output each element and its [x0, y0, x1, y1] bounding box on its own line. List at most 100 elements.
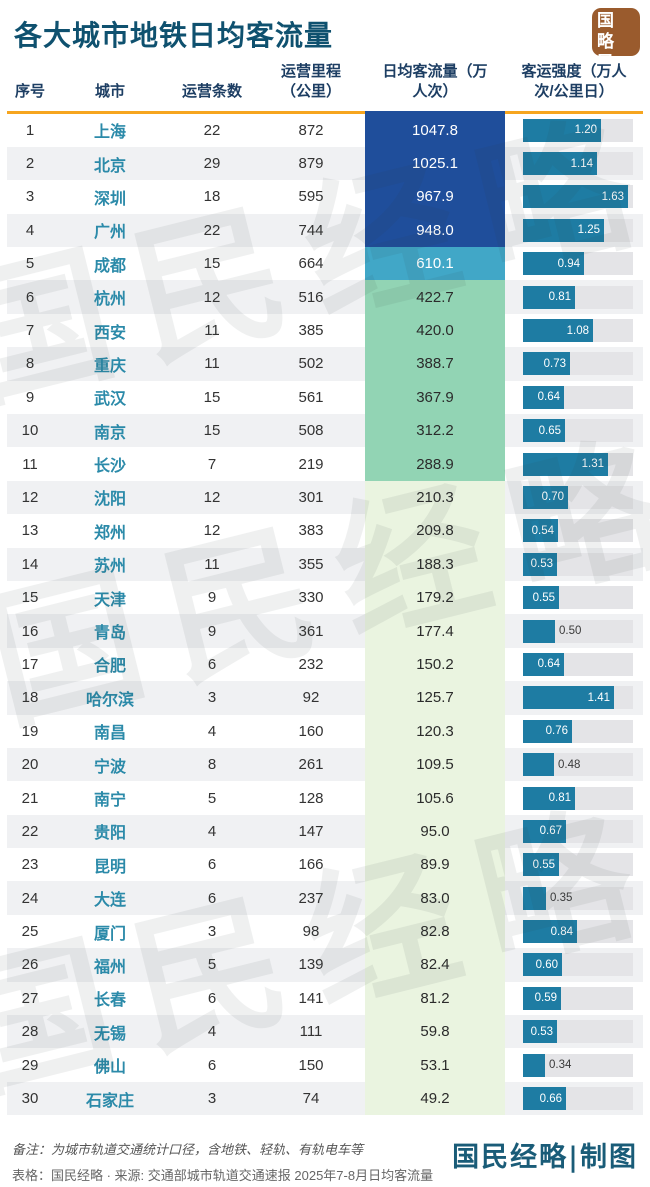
- intensity-bar: 0.81: [523, 786, 575, 810]
- lines-cell: 3: [207, 1090, 217, 1108]
- table-row: 30 石家庄 3 74 49.2 0.66: [7, 1081, 643, 1116]
- lines-cell: 6: [207, 989, 217, 1007]
- intensity-cell: 1.41: [505, 681, 643, 714]
- intensity-bar-track: 1.20: [523, 118, 633, 142]
- rank-cell: 8: [25, 355, 35, 373]
- lines-cell: 12: [203, 488, 221, 506]
- lines-cell: 8: [207, 756, 217, 774]
- intensity-bar: 1.25: [523, 218, 604, 242]
- intensity-bar: 0.73: [523, 352, 570, 376]
- lines-cell: 22: [203, 221, 221, 239]
- lines-cell: 22: [203, 121, 221, 139]
- flow-cell: 120.3: [365, 714, 505, 748]
- intensity-cell: 0.66: [505, 1082, 643, 1115]
- lines-cell: 4: [207, 722, 217, 740]
- intensity-value: 0.59: [534, 992, 557, 1005]
- rank-cell: 24: [21, 889, 39, 907]
- intensity-bar-track: 0.35: [523, 886, 633, 910]
- intensity-bar-track: 0.81: [523, 285, 633, 309]
- intensity-bar: 0.70: [523, 485, 568, 509]
- table-row: 18 哈尔滨 3 92 125.7 1.41: [7, 681, 643, 715]
- rank-cell: 23: [21, 856, 39, 874]
- intensity-bar: 0.60: [523, 953, 562, 977]
- intensity-value: 1.25: [577, 224, 600, 237]
- logo-line-2: 略民: [597, 32, 619, 73]
- intensity-bar-track: 0.54: [523, 519, 633, 543]
- intensity-value: 0.55: [532, 591, 555, 604]
- rank-cell: 10: [21, 422, 39, 440]
- mileage-cell: 664: [298, 255, 324, 273]
- city-cell: 贵阳: [93, 825, 126, 843]
- flow-cell: 420.0: [365, 313, 505, 348]
- intensity-cell: 0.55: [505, 581, 643, 614]
- intensity-bar: [523, 619, 555, 643]
- table-row: 25 厦门 3 98 82.8 0.84: [7, 914, 643, 949]
- intensity-cell: 0.54: [505, 514, 643, 547]
- intensity-cell: 0.67: [505, 815, 643, 848]
- lines-cell: 15: [203, 255, 221, 273]
- intensity-value: 0.64: [537, 391, 560, 404]
- intensity-value: 1.63: [601, 190, 624, 203]
- mileage-cell: 301: [298, 488, 324, 506]
- intensity-value: 0.53: [530, 1025, 553, 1038]
- intensity-cell: 0.84: [505, 915, 643, 948]
- intensity-bar: 0.55: [523, 586, 559, 610]
- city-cell: 南宁: [93, 792, 126, 809]
- intensity-value: 0.76: [545, 725, 568, 738]
- table-row: 9 武汉 15 561 367.9 0.64: [7, 380, 643, 415]
- intensity-bar-track: 0.34: [523, 1053, 633, 1077]
- city-cell: 石家庄: [85, 1092, 134, 1110]
- intensity-cell: 0.81: [505, 280, 643, 313]
- intensity-bar: 0.53: [523, 1020, 557, 1044]
- intensity-bar: 0.94: [523, 252, 584, 276]
- intensity-value: 0.34: [549, 1059, 572, 1072]
- intensity-cell: 0.48: [505, 748, 643, 781]
- rank-cell: 26: [21, 956, 39, 974]
- flow-cell: 49.2: [365, 1081, 505, 1116]
- col-header-flow: 日均客流量（万 人次）: [382, 63, 488, 101]
- intensity-bar-track: 1.08: [523, 319, 633, 343]
- city-cell: 重庆: [93, 357, 126, 375]
- intensity-bar-track: 0.55: [523, 853, 633, 877]
- intensity-cell: 0.59: [505, 982, 643, 1015]
- intensity-bar: [523, 1053, 545, 1077]
- mileage-cell: 516: [298, 288, 324, 306]
- flow-cell: 967.9: [365, 180, 505, 214]
- intensity-cell: 0.76: [505, 715, 643, 748]
- city-cell: 南昌: [93, 725, 126, 743]
- intensity-value: 0.53: [530, 558, 553, 571]
- intensity-cell: 0.60: [505, 948, 643, 981]
- lines-cell: 5: [207, 956, 217, 974]
- col-header-intensity: 客运强度（万人 次/公里日）: [521, 63, 627, 101]
- intensity-bar-track: 0.65: [523, 419, 633, 443]
- intensity-cell: 1.31: [505, 447, 643, 480]
- intensity-bar-track: 0.76: [523, 719, 633, 743]
- intensity-cell: 0.81: [505, 781, 643, 814]
- intensity-value: 1.14: [570, 157, 593, 170]
- flow-cell: 59.8: [365, 1015, 505, 1049]
- rank-cell: 9: [25, 388, 35, 406]
- intensity-bar: 0.64: [523, 385, 564, 409]
- lines-cell: 29: [203, 155, 221, 173]
- intensity-bar: 0.66: [523, 1087, 566, 1111]
- col-header-mileage: 运营里程 （公里）: [280, 63, 341, 101]
- mileage-cell: 219: [298, 455, 324, 473]
- intensity-bar-track: 1.31: [523, 452, 633, 476]
- intensity-bar-track: 0.73: [523, 352, 633, 376]
- table-row: 10 南京 15 508 312.2 0.65: [7, 414, 643, 448]
- intensity-bar: [523, 753, 554, 777]
- footnote-1: 备注：为城市轨道交通统计口径，含地铁、轻轨、有轨电车等: [12, 1142, 364, 1158]
- col-header-lines: 运营条数: [181, 83, 242, 101]
- intensity-cell: 0.64: [505, 648, 643, 681]
- city-cell: 长沙: [93, 458, 126, 476]
- intensity-value: 0.73: [543, 357, 566, 370]
- mileage-cell: 74: [302, 1090, 320, 1108]
- table-row: 12 沈阳 12 301 210.3 0.70: [7, 480, 643, 515]
- footnote-2: 表格：国民经略 · 来源: 交通部城市轨道交通速报 2025年7-8月日均客流量: [12, 1168, 434, 1184]
- intensity-bar: 0.84: [523, 920, 577, 944]
- logo-line-1: 经国: [597, 0, 619, 31]
- city-cell: 苏州: [93, 558, 126, 576]
- rank-cell: 17: [21, 655, 39, 673]
- table-row: 3 深圳 18 595 967.9 1.63: [7, 180, 643, 214]
- intensity-bar: 0.81: [523, 285, 575, 309]
